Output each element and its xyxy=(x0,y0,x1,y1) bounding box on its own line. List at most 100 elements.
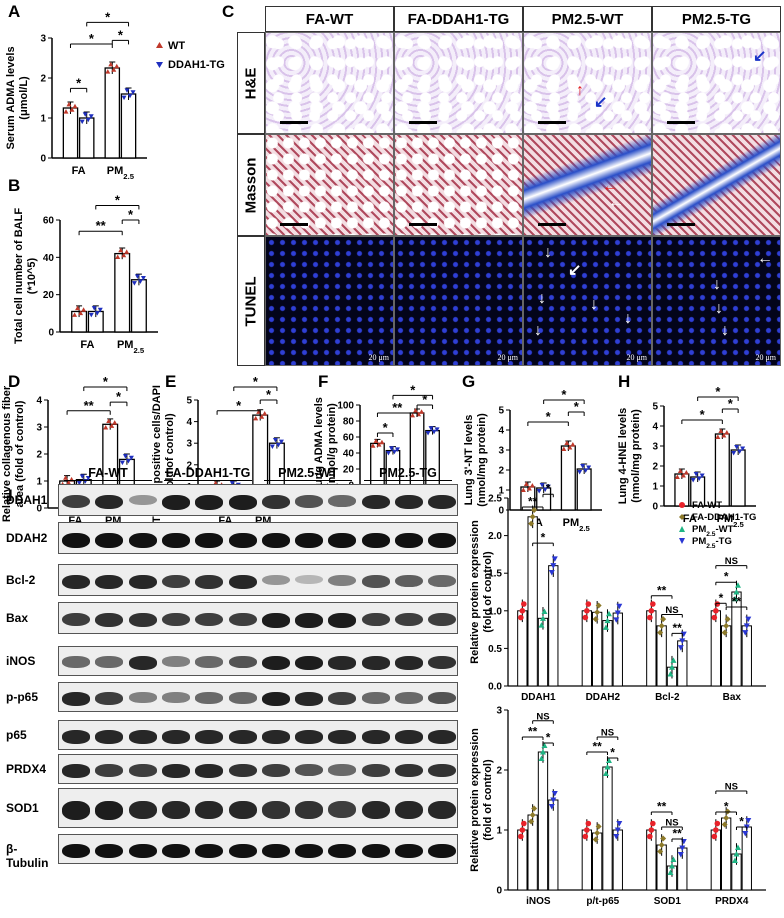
data-point xyxy=(121,95,127,101)
wb-band xyxy=(128,730,157,744)
col-header-pm-tg: PM2.5-TG xyxy=(652,6,781,32)
y-tick-label: 1.0 xyxy=(488,606,502,617)
data-point xyxy=(82,112,88,117)
wb-band xyxy=(261,532,290,548)
wb-band xyxy=(128,844,157,859)
sig-star: * xyxy=(118,27,124,42)
panel-letter-c: C xyxy=(222,2,235,21)
wb-band xyxy=(95,494,124,510)
x-tick-label: PM2.5 xyxy=(717,513,745,529)
sig-star: * xyxy=(236,398,242,413)
y-tick-label: 0.0 xyxy=(488,682,502,693)
data-point xyxy=(541,742,548,749)
wb-band xyxy=(361,730,390,744)
chart-a: 0 1 2 3 FA PM2.5 Serum ADMA levels (μmol/L) * * * *… xyxy=(5,9,225,180)
y-tick-label: 60 xyxy=(43,216,55,227)
wb-band xyxy=(428,574,457,587)
x-tick-label: PM2.5 xyxy=(117,339,145,355)
wb-row-label: PRDX4 xyxy=(6,762,47,776)
wb-band xyxy=(328,692,357,705)
wb-band xyxy=(62,692,90,706)
tunel-pm-wt-image: ↓ ↙ ↓ ↓ ↓ ↓ 20 μm xyxy=(523,236,652,366)
data-point xyxy=(118,247,124,253)
sig-star: * xyxy=(541,531,546,545)
data-point xyxy=(670,657,677,663)
wb-band xyxy=(361,656,390,670)
wb-band xyxy=(195,730,224,744)
wb-band xyxy=(195,692,224,704)
data-point xyxy=(584,608,590,614)
wb-band xyxy=(95,656,124,668)
wb-band xyxy=(195,574,224,589)
data-point xyxy=(674,474,680,479)
data-point xyxy=(66,480,72,485)
panel-letter-g: G xyxy=(462,372,476,391)
scale-bar xyxy=(538,223,566,226)
wb-band xyxy=(261,574,290,586)
wb-row-label: SOD1 xyxy=(6,801,39,815)
wb-band xyxy=(261,844,290,859)
data-point xyxy=(683,470,689,475)
y-tick-label: 4 xyxy=(186,417,192,428)
data-point xyxy=(109,423,115,428)
white-arrow-icon: ↓ xyxy=(721,322,729,339)
wb-row-label: p-p65 xyxy=(6,690,39,704)
y-axis-label-2: (nmol/g protein) xyxy=(326,403,338,487)
data-point xyxy=(388,446,394,451)
y-tick-label: 3 xyxy=(186,439,192,450)
wb-row xyxy=(58,564,458,596)
data-point xyxy=(140,276,146,281)
data-point xyxy=(63,109,69,114)
wb-band xyxy=(128,764,157,777)
sig-star: * xyxy=(266,387,272,402)
sig-star: * xyxy=(383,420,389,435)
wb-band xyxy=(195,801,224,820)
data-point xyxy=(542,487,548,492)
y-tick-label: 2 xyxy=(496,766,502,777)
wb-band xyxy=(95,764,124,777)
wb-band xyxy=(295,494,324,508)
red-arrow-icon: ← xyxy=(602,178,618,195)
y-axis-label: Relative collagenous fiber xyxy=(1,385,13,522)
white-arrow-icon: ← xyxy=(757,250,773,267)
data-point xyxy=(585,820,592,827)
bar xyxy=(602,766,613,891)
wb-row xyxy=(58,720,458,750)
sig-star: * xyxy=(739,815,744,829)
wb-row-label: iNOS xyxy=(6,654,36,668)
wb-band xyxy=(62,532,90,548)
data-point xyxy=(531,507,538,514)
data-point xyxy=(518,614,524,621)
legend-marker xyxy=(156,62,163,68)
data-point xyxy=(613,617,620,623)
wb-band xyxy=(228,764,257,778)
data-point xyxy=(667,670,674,677)
scale-bar xyxy=(409,223,437,226)
scale-bar xyxy=(667,223,695,226)
data-point xyxy=(679,845,686,851)
data-point xyxy=(431,429,437,435)
data-point xyxy=(731,595,738,602)
y-tick-label: 3 xyxy=(40,34,46,45)
panel-letter-f: F xyxy=(318,372,329,391)
sig-star: * xyxy=(89,31,95,46)
x-tick-label: PRDX4 xyxy=(715,896,749,907)
wb-band xyxy=(195,656,224,668)
sig-star: ** xyxy=(592,740,602,754)
wb-band xyxy=(62,764,90,778)
bar xyxy=(104,67,121,159)
masson-pm-tg-image xyxy=(652,134,781,236)
masson-fa-tg-image xyxy=(394,134,523,236)
wb-band xyxy=(395,656,423,670)
white-arrow-icon: ↓ xyxy=(538,290,546,307)
wb-band xyxy=(295,656,324,671)
data-point xyxy=(721,629,728,636)
data-point xyxy=(721,433,727,438)
wb-band xyxy=(95,612,124,627)
wb-band xyxy=(62,730,90,744)
wb-band xyxy=(428,801,457,820)
chart-h: 0 1 2 3 4 5 FA PM2.5 Lung 4-HNE levels (nmol/mg p… xyxy=(617,384,756,529)
legend-marker xyxy=(679,526,685,532)
data-point xyxy=(413,408,419,413)
data-point xyxy=(677,468,683,473)
